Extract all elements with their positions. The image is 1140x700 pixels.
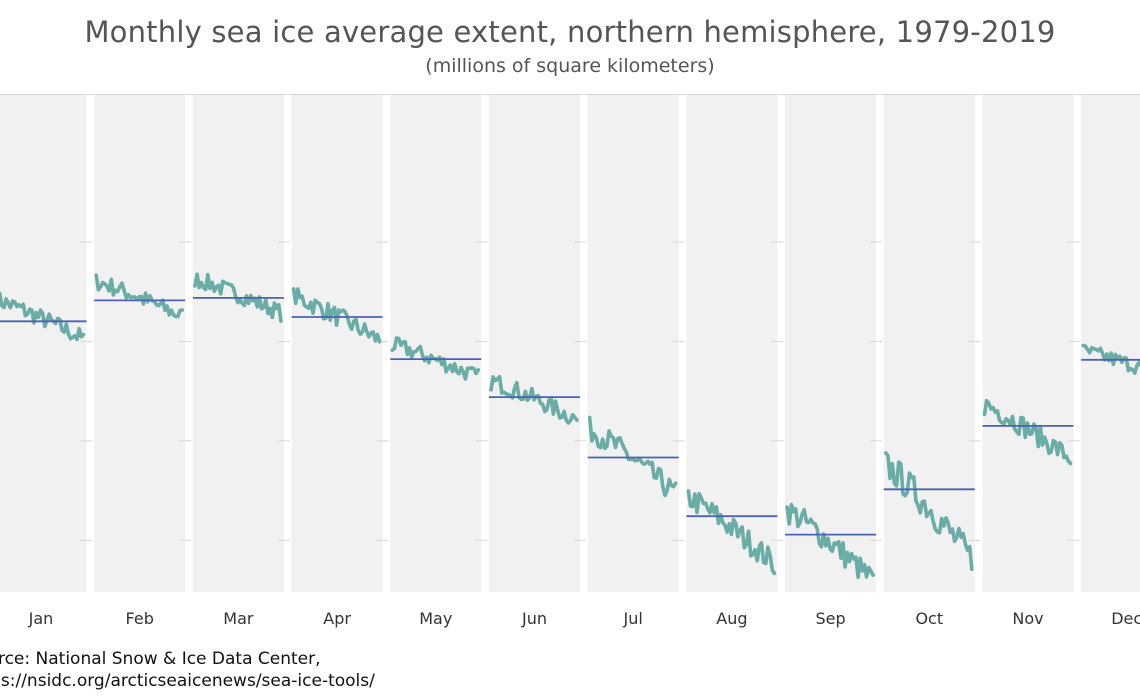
month-label-aug: Aug [716,609,747,628]
month-label-jul: Jul [623,609,643,628]
month-label-nov: Nov [1012,609,1043,628]
panel-nov [982,95,1074,592]
panel-oct [883,95,975,592]
month-label-may: May [419,609,452,628]
month-label-jan: Jan [28,609,54,628]
series-line-jun [489,374,579,425]
panel-mar [192,95,284,592]
chart-title: Monthly sea ice average extent, northern… [84,15,1056,49]
month-label-jun: Jun [521,609,547,628]
series-line-sep [785,502,875,580]
panel-feb [94,95,186,592]
month-label-apr: Apr [323,609,351,628]
series-line-jan [0,291,86,342]
series-line-apr [291,287,382,344]
month-label-dec: Dec [1111,609,1140,628]
panel-jun [489,95,580,592]
series-line-nov [982,398,1073,466]
series-line-dec [1081,343,1140,375]
month-label-sep: Sep [816,609,846,628]
panel-aug [686,95,778,592]
series-line-jul [587,415,678,498]
month-label-feb: Feb [126,609,154,628]
panel-sep [785,95,877,592]
series-line-feb [94,273,184,319]
source-caption: Source: National Snow & Ice Data Center, [0,649,321,669]
panel-dec [1081,95,1140,592]
chart-subtitle: (millions of square kilometers) [425,55,715,77]
panel-apr [291,95,383,592]
source-url-caption: https://nsidc.org/arcticseaicenews/sea-i… [0,671,375,691]
panel-jul [587,95,679,592]
series-line-mar [193,272,283,323]
panel-jan [0,95,87,592]
series-line-aug [686,489,777,576]
month-label-oct: Oct [915,609,943,628]
month-label-mar: Mar [223,609,254,628]
series-line-oct [883,451,974,572]
